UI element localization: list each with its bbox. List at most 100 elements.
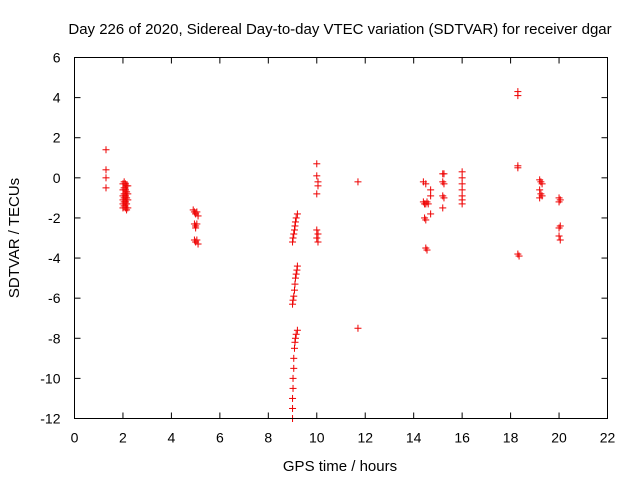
x-tick-label: 4 (168, 430, 176, 446)
data-point (124, 204, 132, 212)
x-tick-label: 16 (454, 430, 470, 446)
data-point (354, 324, 362, 332)
data-point (292, 214, 300, 222)
data-point (192, 224, 200, 232)
data-point (289, 404, 297, 412)
data-point (293, 326, 301, 334)
data-point (102, 166, 110, 174)
data-points (102, 88, 564, 422)
data-point (458, 168, 466, 176)
data-point (194, 212, 202, 220)
data-point (289, 234, 297, 242)
y-tick-label: 2 (53, 130, 61, 146)
x-tick-label: 8 (264, 430, 272, 446)
data-point (458, 200, 466, 208)
data-point (538, 180, 546, 188)
data-point (290, 344, 298, 352)
data-point (290, 230, 298, 238)
data-point (458, 186, 466, 194)
x-tick-label: 22 (600, 430, 616, 446)
x-tick-label: 6 (216, 430, 224, 446)
data-point (193, 220, 201, 228)
data-point (555, 198, 563, 206)
data-point (290, 292, 298, 300)
plot-frame (74, 57, 608, 419)
data-point (289, 374, 297, 382)
data-point (556, 236, 564, 244)
y-tick-label: 4 (53, 90, 61, 106)
data-point (313, 160, 321, 168)
data-point (102, 146, 110, 154)
data-point (440, 170, 448, 178)
y-tick-label: -10 (40, 370, 60, 386)
y-axis-title: SDTVAR / TECUs (6, 178, 23, 298)
data-point (124, 182, 132, 190)
data-point (102, 184, 110, 192)
data-point (289, 384, 297, 392)
data-point (291, 274, 299, 282)
data-point (313, 190, 321, 198)
x-tick-label: 20 (551, 430, 567, 446)
y-tick-label: 0 (53, 170, 61, 186)
data-point (292, 330, 300, 338)
data-point (314, 230, 322, 238)
data-point (427, 210, 435, 218)
y-tick-label: -8 (48, 330, 61, 346)
x-tick-label: 2 (119, 430, 127, 446)
data-point (427, 186, 435, 194)
data-point (556, 222, 564, 230)
x-tick-label: 12 (357, 430, 373, 446)
x-tick-label: 14 (406, 430, 422, 446)
axis-ticks: 0 2 4 6 8 10 12 14 16 18 20 22 -12 -10 -8 -6 -4 -2 0 2 4 6 (40, 50, 615, 446)
data-point (292, 270, 300, 278)
data-point (314, 182, 322, 190)
data-point (290, 286, 298, 294)
x-tick-label: 0 (71, 430, 79, 446)
y-tick-label: 6 (53, 50, 61, 66)
data-point (193, 208, 201, 216)
x-axis-title: GPS time / hours (283, 458, 397, 475)
data-point (536, 186, 544, 194)
data-point (439, 204, 447, 212)
data-point (536, 194, 544, 202)
data-point (555, 232, 563, 240)
data-point (313, 226, 321, 234)
data-point (289, 394, 297, 402)
data-point (514, 162, 522, 170)
chart-title: Day 226 of 2020, Sidereal Day-to-day VTE… (68, 21, 611, 38)
y-tick-label: -4 (48, 250, 61, 266)
data-point (458, 180, 466, 188)
x-tick-label: 18 (503, 430, 519, 446)
data-point (422, 216, 430, 224)
data-point (291, 334, 299, 342)
data-point (515, 252, 523, 260)
data-point (458, 174, 466, 182)
data-point (354, 178, 362, 186)
data-point (314, 238, 322, 246)
data-point (123, 200, 131, 208)
y-tick-label: -2 (48, 210, 61, 226)
data-point (124, 190, 132, 198)
data-point (291, 280, 299, 288)
data-point (422, 180, 430, 188)
y-tick-label: -12 (40, 411, 60, 427)
data-point (293, 262, 301, 270)
data-point (423, 246, 431, 254)
data-point (514, 92, 522, 100)
data-point (293, 210, 301, 218)
data-point (193, 236, 201, 244)
data-point (291, 218, 299, 226)
y-tick-label: -6 (48, 290, 61, 306)
data-point (194, 240, 202, 248)
data-point (313, 172, 321, 180)
data-point (102, 174, 110, 182)
data-point (424, 200, 432, 208)
data-point (427, 192, 435, 200)
data-point (289, 296, 297, 304)
data-point (313, 234, 321, 242)
x-tick-label: 10 (309, 430, 325, 446)
data-point (290, 364, 298, 372)
data-point (290, 354, 298, 362)
